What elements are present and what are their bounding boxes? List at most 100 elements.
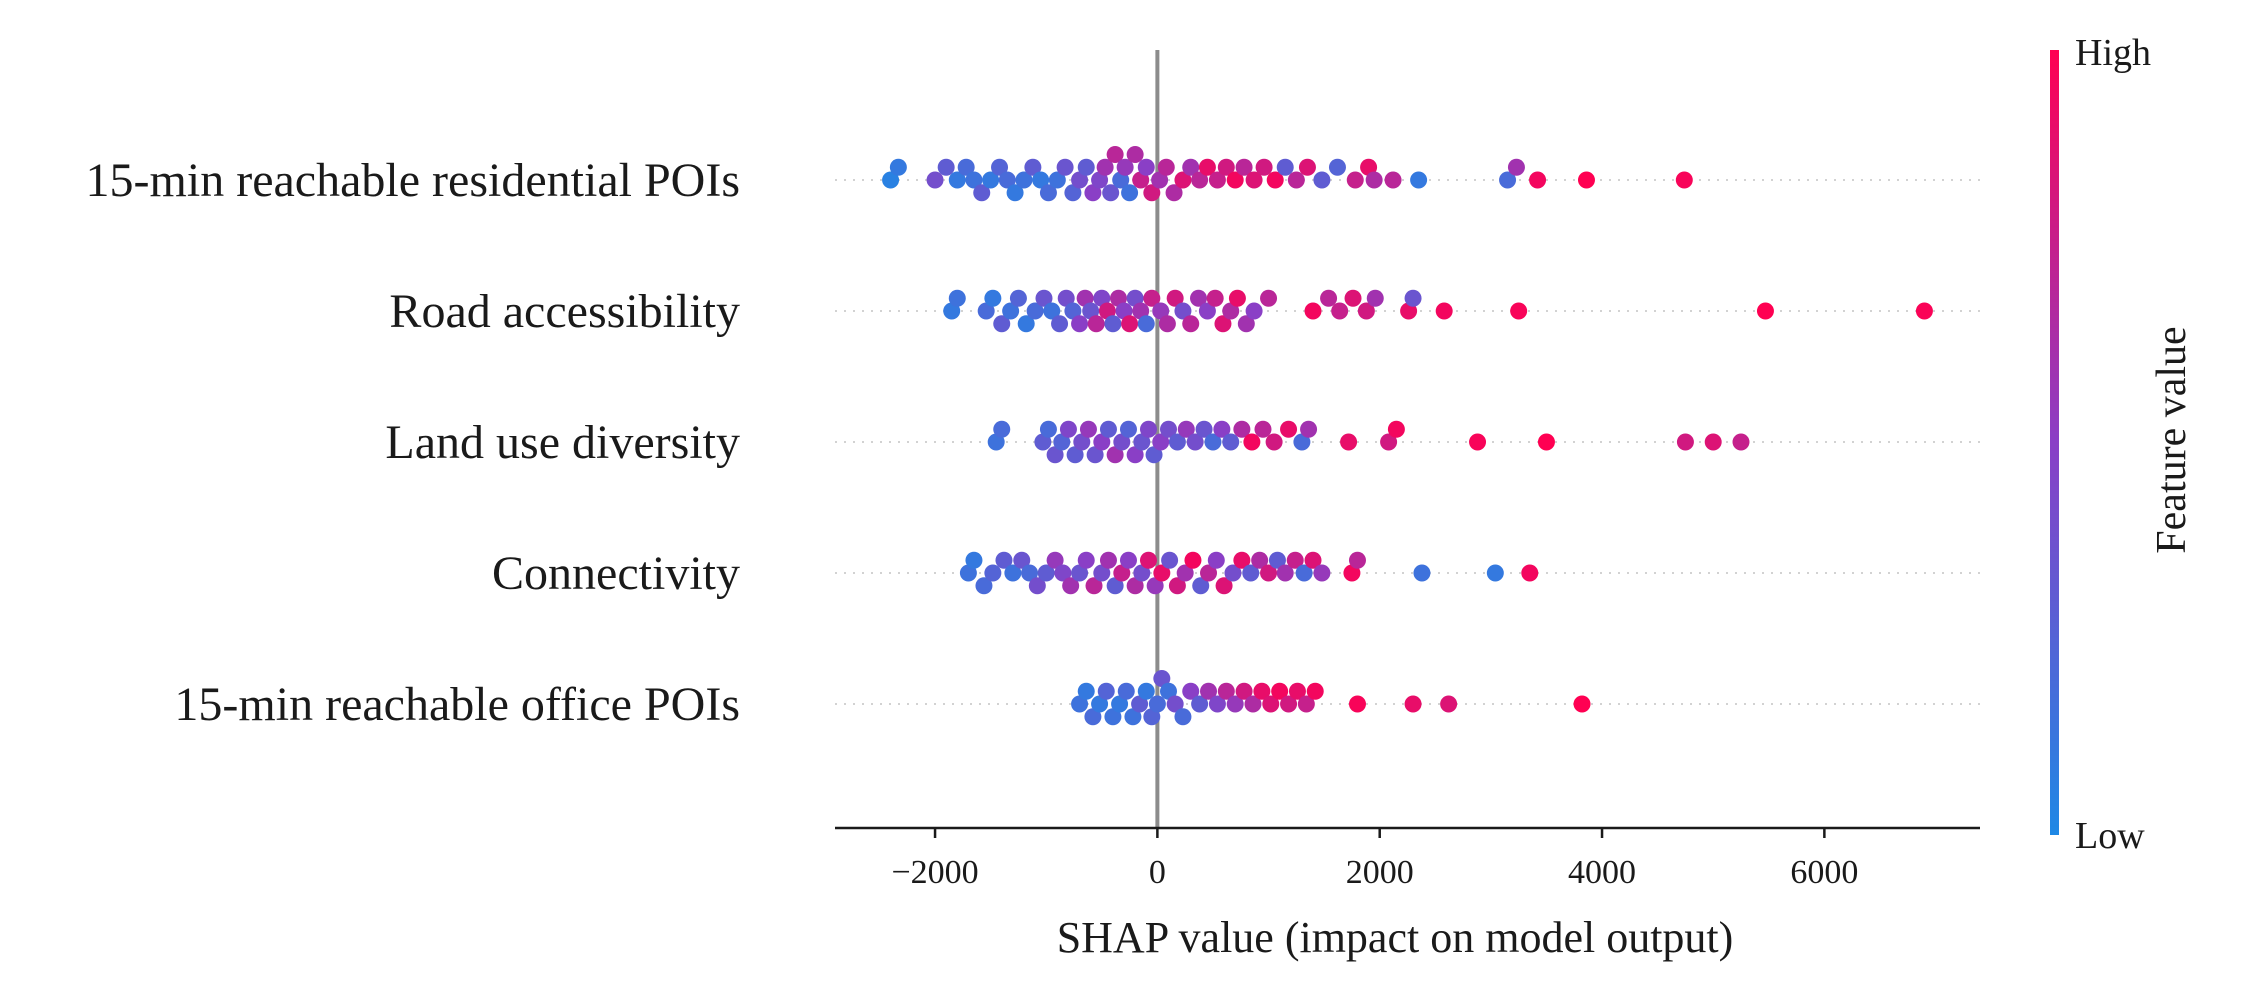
point-1-42 <box>1304 302 1322 320</box>
point-2-40 <box>1537 433 1555 451</box>
point-4-32 <box>1348 695 1366 713</box>
point-2-4 <box>1046 446 1064 464</box>
feature-label-0: 15-min reachable residential POIs <box>86 154 740 207</box>
point-1-51 <box>1510 302 1528 320</box>
point-1-22 <box>1115 302 1133 320</box>
point-2-1 <box>993 420 1011 438</box>
point-1-40 <box>1245 302 1263 320</box>
point-3-17 <box>1099 551 1117 569</box>
point-0-34 <box>1157 158 1175 176</box>
point-2-42 <box>1704 433 1722 451</box>
point-4-6 <box>1111 695 1129 713</box>
point-1-36 <box>1214 315 1232 333</box>
point-1-47 <box>1366 289 1384 307</box>
point-0-12 <box>1015 171 1033 189</box>
point-3-22 <box>1133 564 1151 582</box>
point-4-0 <box>1071 695 1089 713</box>
point-2-5 <box>1053 433 1071 451</box>
point-0-8 <box>982 171 1000 189</box>
point-1-46 <box>1357 302 1375 320</box>
point-3-41 <box>1286 551 1304 569</box>
point-3-47 <box>1413 564 1431 582</box>
x-axis-label: SHAP value (impact on model output) <box>1057 913 1734 962</box>
point-4-11 <box>1143 708 1161 726</box>
point-4-12 <box>1148 695 1166 713</box>
point-4-30 <box>1297 695 1315 713</box>
point-2-43 <box>1732 433 1750 451</box>
point-1-14 <box>1071 315 1089 333</box>
point-2-27 <box>1213 420 1231 438</box>
point-0-47 <box>1276 158 1294 176</box>
point-1-38 <box>1228 289 1246 307</box>
point-3-6 <box>1013 551 1031 569</box>
point-0-60 <box>1577 171 1595 189</box>
point-3-18 <box>1106 577 1124 595</box>
point-0-4 <box>948 171 966 189</box>
point-0-59 <box>1529 171 1547 189</box>
point-3-36 <box>1242 564 1260 582</box>
point-3-13 <box>1071 564 1089 582</box>
point-0-20 <box>1077 158 1095 176</box>
point-3-4 <box>995 551 1013 569</box>
point-0-31 <box>1137 158 1155 176</box>
point-1-41 <box>1260 289 1278 307</box>
point-2-21 <box>1159 420 1177 438</box>
colorbar <box>2050 50 2059 835</box>
point-4-22 <box>1226 695 1244 713</box>
point-0-30 <box>1132 171 1150 189</box>
point-3-9 <box>1037 564 1055 582</box>
point-1-6 <box>1009 289 1027 307</box>
point-0-32 <box>1143 184 1161 202</box>
point-1-49 <box>1404 289 1422 307</box>
point-2-14 <box>1113 433 1131 451</box>
point-2-18 <box>1139 420 1157 438</box>
point-3-16 <box>1093 564 1111 582</box>
point-1-48 <box>1400 302 1418 320</box>
point-3-30 <box>1192 577 1210 595</box>
point-2-10 <box>1086 446 1104 464</box>
point-2-33 <box>1280 420 1298 438</box>
point-0-25 <box>1106 146 1124 163</box>
point-4-1 <box>1077 682 1095 700</box>
point-2-35 <box>1300 420 1318 438</box>
point-3-28 <box>1176 564 1194 582</box>
point-0-44 <box>1245 171 1263 189</box>
point-0-2 <box>926 171 944 189</box>
point-0-28 <box>1121 184 1139 202</box>
point-1-20 <box>1104 315 1122 333</box>
point-0-51 <box>1328 158 1346 176</box>
point-1-28 <box>1152 302 1170 320</box>
feature-gridlines <box>835 179 1980 705</box>
point-0-3 <box>937 158 955 176</box>
point-0-55 <box>1384 171 1402 189</box>
point-4-16 <box>1174 708 1192 726</box>
point-0-29 <box>1126 146 1144 163</box>
point-4-31 <box>1306 682 1324 700</box>
x-tick-label-2: 2000 <box>1346 854 1414 891</box>
point-2-19 <box>1145 446 1163 464</box>
point-4-17 <box>1182 682 1200 700</box>
point-4-25 <box>1253 682 1271 700</box>
point-1-32 <box>1182 315 1200 333</box>
point-3-5 <box>1004 564 1022 582</box>
point-3-42 <box>1295 564 1313 582</box>
feature-label-3: Connectivity <box>492 547 740 600</box>
point-1-7 <box>1017 315 1035 333</box>
point-2-30 <box>1243 433 1261 451</box>
point-4-2 <box>1084 708 1102 726</box>
point-2-20 <box>1152 433 1170 451</box>
feature-label-2: Land use diversity <box>385 416 740 469</box>
point-2-25 <box>1195 420 1213 438</box>
point-1-37 <box>1222 302 1240 320</box>
point-2-24 <box>1186 433 1204 451</box>
point-4-20 <box>1208 695 1226 713</box>
point-4-5 <box>1104 708 1122 726</box>
point-3-25 <box>1153 564 1171 582</box>
point-0-16 <box>1048 171 1066 189</box>
point-0-11 <box>1006 184 1024 202</box>
point-3-2 <box>975 577 993 595</box>
point-4-28 <box>1280 695 1298 713</box>
point-2-8 <box>1073 433 1091 451</box>
point-3-29 <box>1184 551 1202 569</box>
